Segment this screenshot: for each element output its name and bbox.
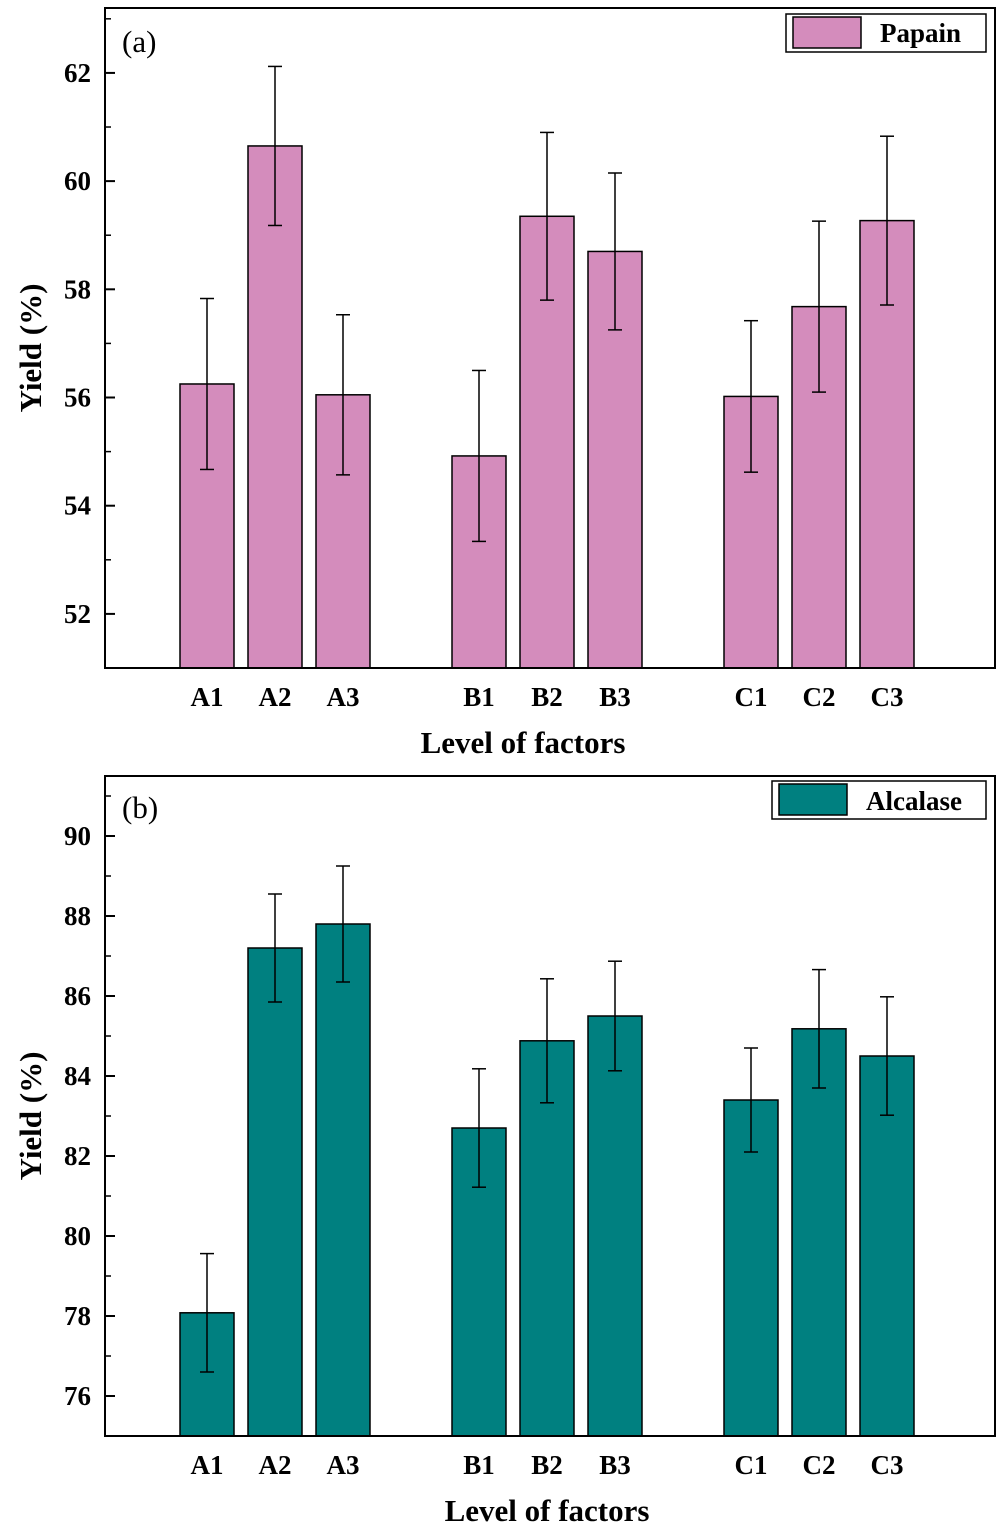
chart-a-x-tick-label: B1	[463, 682, 495, 712]
chart-b-error-bar-C3	[880, 996, 894, 1116]
chart-b-error-bar-C2	[812, 968, 826, 1089]
chart-b-y-tick-label: 78	[64, 1301, 91, 1331]
chart-b-y-axis: 76 78 80 82 84 86 88 90	[64, 795, 115, 1437]
chart-a-y-axis-title: Yield (%)	[13, 284, 48, 413]
chart-b-error-bar-A2	[268, 893, 282, 1003]
chart-a-x-tick-label: C2	[803, 682, 836, 712]
chart-b-bar-C3	[859, 1055, 915, 1437]
chart-a-plot-frame	[104, 7, 996, 669]
chart-b-bar-C2	[791, 1028, 847, 1437]
chart-b-plot-frame	[104, 775, 996, 1437]
chart-b-error-bar-B2	[540, 978, 554, 1104]
chart-b-x-tick-label: B2	[531, 1450, 563, 1480]
chart-a-legend: Papain	[785, 13, 987, 53]
chart-b-bar-A3	[315, 923, 371, 1437]
chart-a-error-bar-A3	[336, 313, 350, 476]
chart-b-bar-A2	[247, 947, 303, 1437]
chart-a-x-tick-label: A2	[259, 682, 292, 712]
chart-a-error-bar-B2	[540, 131, 554, 301]
chart-b-y-tick-label: 76	[64, 1381, 91, 1411]
chart-a-x-tick-label: C3	[871, 682, 904, 712]
chart-b-x-tick-label: B3	[599, 1450, 631, 1480]
chart-b-x-axis: A1 A2 A3 B1 B2 B3 C1 C2 C3	[191, 1450, 904, 1480]
chart-b-x-tick-label: C3	[871, 1450, 904, 1480]
chart-b-error-bar-C1	[744, 1047, 758, 1153]
chart-a-y-tick-label: 58	[64, 274, 91, 304]
chart-b-y-tick-label: 80	[64, 1221, 91, 1251]
chart-a-x-tick-label: B2	[531, 682, 563, 712]
chart-a-error-bar-B3	[608, 172, 622, 331]
chart-b-x-tick-label: A3	[327, 1450, 360, 1480]
chart-a-legend-swatch	[792, 16, 862, 49]
chart-b-legend: Alcalase	[771, 780, 987, 820]
chart-a-x-tick-label: B3	[599, 682, 631, 712]
chart-a-x-tick-label: C1	[735, 682, 768, 712]
chart-b-x-tick-label: C2	[803, 1450, 836, 1480]
chart-a-legend-label: Papain	[880, 18, 961, 48]
chart-b-y-tick-label: 90	[64, 821, 91, 851]
chart-b-error-bar-A1	[200, 1252, 214, 1373]
chart-b-y-tick-label: 84	[64, 1061, 91, 1091]
chart-a-x-axis-title: Level of factors	[421, 725, 626, 760]
chart-b-legend-label: Alcalase	[866, 786, 962, 816]
chart-b-x-axis-title: Level of factors	[445, 1493, 650, 1528]
chart-a-y-tick-label: 54	[64, 491, 91, 521]
chart-a-panel-label: (a)	[122, 24, 156, 59]
chart-b-y-tick-label: 86	[64, 981, 91, 1011]
chart-b-error-bar-B3	[608, 960, 622, 1072]
chart-a-error-bar-C1	[744, 319, 758, 473]
chart-a-y-tick-label: 52	[64, 599, 91, 629]
chart-a-error-bar-B1	[472, 369, 486, 543]
chart-b-y-tick-label: 88	[64, 901, 91, 931]
chart-b-error-bar-B1	[472, 1068, 486, 1188]
chart-b-y-tick-label: 82	[64, 1141, 91, 1171]
chart-a-y-tick-label: 60	[64, 166, 91, 196]
chart-b-bars	[179, 865, 915, 1437]
chart-b-x-tick-label: A1	[191, 1450, 224, 1480]
chart-b-legend-swatch	[778, 783, 848, 816]
chart-a-x-tick-label: A1	[191, 682, 224, 712]
chart-a-x-axis: A1 A2 A3 B1 B2 B3 C1 C2 C3	[191, 682, 904, 712]
chart-a-y-tick-label: 62	[64, 58, 91, 88]
chart-a-y-axis: 52 54 56 58 60 62	[64, 18, 115, 669]
chart-b-error-bar-A3	[336, 865, 350, 983]
chart-a-error-bar-C2	[812, 220, 826, 393]
chart-panel-a: 52 54 56 58 60 62 A1 A2 A3 B1 B2 B3 C1 C2 C3 (a) Leve…	[13, 7, 996, 760]
chart-a-error-bar-A1	[200, 297, 214, 471]
chart-a-error-bar-A2	[268, 65, 282, 227]
chart-b-x-tick-label: A2	[259, 1450, 292, 1480]
chart-a-bars	[179, 65, 915, 669]
chart-b-panel-label: (b)	[122, 790, 158, 825]
chart-a-x-tick-label: A3	[327, 682, 360, 712]
chart-b-y-axis-title: Yield (%)	[13, 1052, 48, 1181]
chart-b-x-tick-label: C1	[735, 1450, 768, 1480]
chart-b-x-tick-label: B1	[463, 1450, 495, 1480]
chart-a-y-tick-label: 56	[64, 383, 91, 413]
chart-b-bar-B3	[587, 1015, 643, 1437]
chart-a-error-bar-C3	[880, 135, 894, 306]
